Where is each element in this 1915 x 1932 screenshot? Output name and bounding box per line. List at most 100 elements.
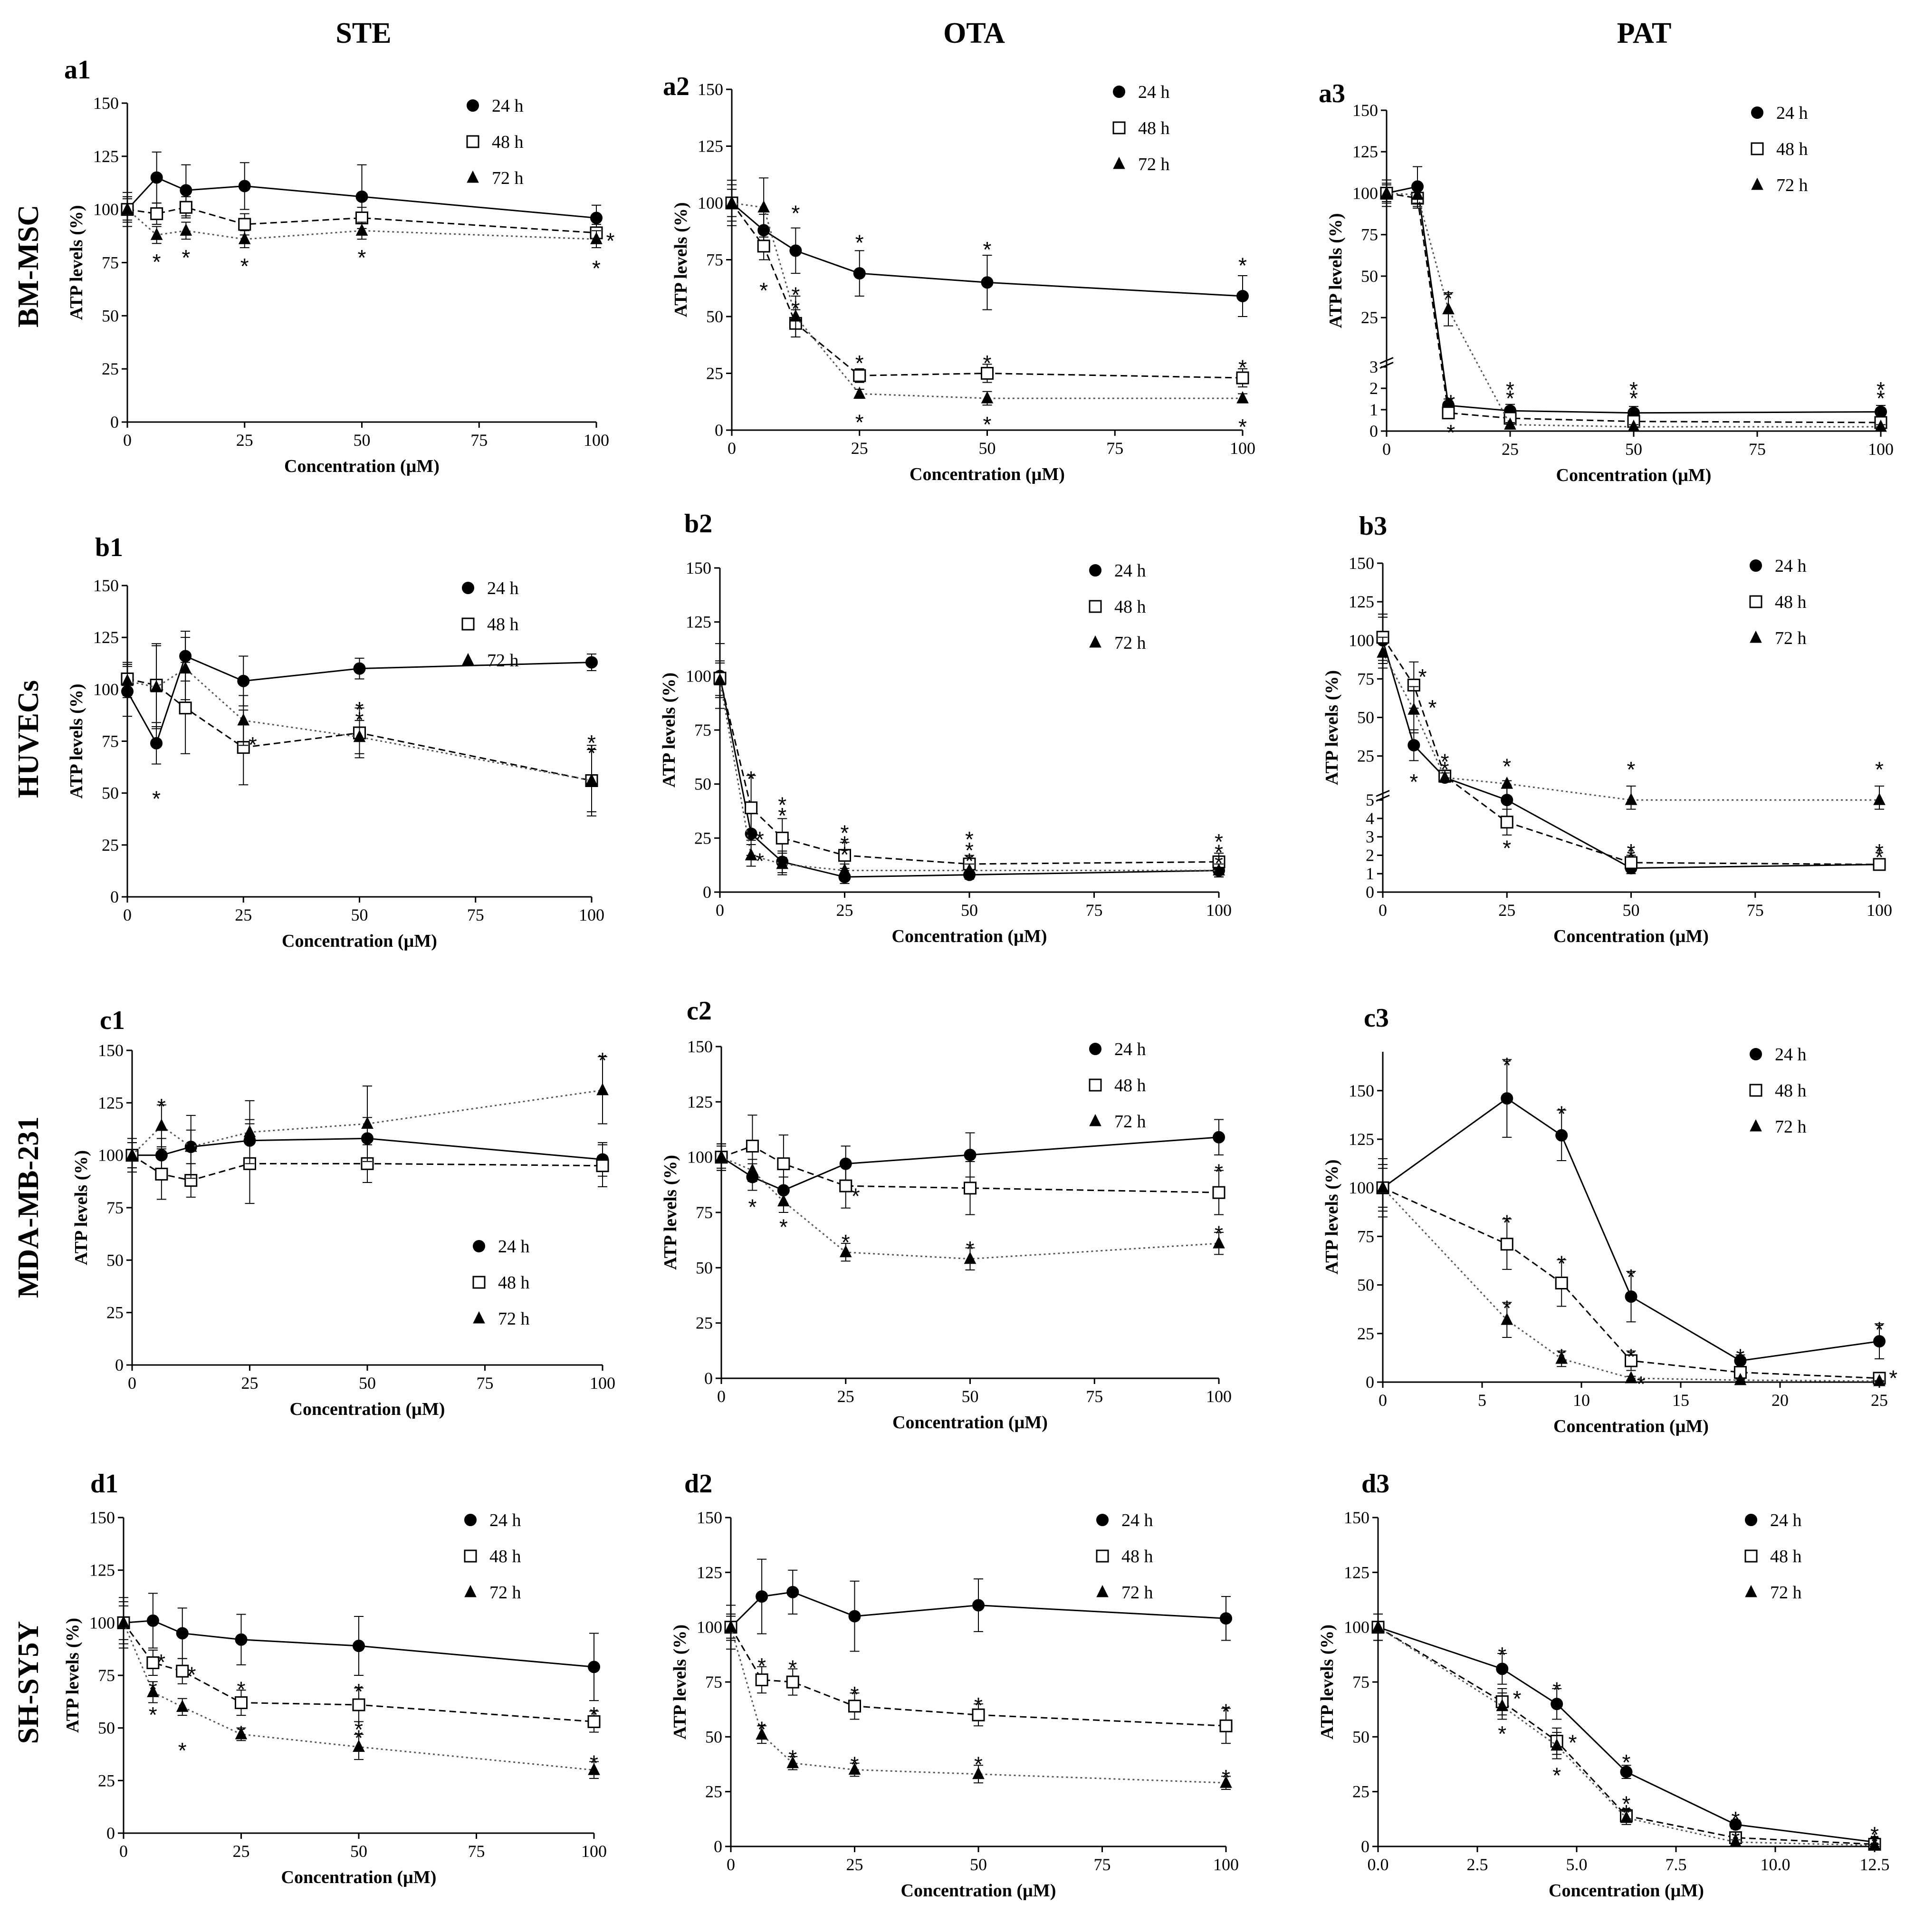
significance-star: *	[747, 767, 756, 791]
data-point	[1628, 419, 1640, 432]
legend-marker	[472, 1276, 486, 1289]
significance-star: *	[1238, 253, 1247, 278]
legend-marker	[1744, 1549, 1758, 1563]
data-point	[1220, 1776, 1232, 1788]
data-point	[1625, 1371, 1637, 1384]
legend-label: 48 h	[1114, 597, 1146, 617]
data-point	[1875, 419, 1887, 432]
series-line	[126, 655, 592, 745]
legend-label: 24 h	[1775, 1045, 1807, 1065]
data-point	[1625, 856, 1637, 869]
significance-star: *	[759, 278, 768, 303]
significance-star: *	[965, 827, 974, 852]
y-tick-label: 150	[687, 1037, 713, 1056]
y-tick-label: 75	[106, 1198, 124, 1217]
legend-marker	[473, 1240, 485, 1252]
x-tick-label: 5.0	[1566, 1855, 1588, 1874]
data-point	[715, 1150, 728, 1163]
y-tick-label: 150	[93, 576, 119, 595]
data-point	[839, 1245, 852, 1258]
y-tick-label: 0	[715, 421, 723, 440]
significance-star: *	[606, 228, 615, 253]
legend-label: 24 h	[487, 578, 519, 598]
data-point	[587, 1715, 601, 1728]
y-tick-label: 0	[1366, 883, 1374, 902]
data-point	[588, 1661, 600, 1673]
y-tick-label: 125	[1352, 142, 1378, 161]
y-tick-label: 75	[706, 250, 723, 269]
significance-star: *	[1552, 1678, 1561, 1702]
data-point	[235, 1696, 248, 1710]
y-tick-label: 75	[694, 721, 711, 740]
legend-label: 48 h	[498, 1273, 530, 1293]
legend-marker	[473, 1311, 485, 1324]
y-tick-label: 150	[1349, 1081, 1374, 1100]
series-72h	[121, 637, 598, 812]
x-tick-label: 0	[727, 1855, 735, 1874]
significance-star: *	[1736, 1345, 1744, 1369]
data-point	[147, 1685, 159, 1697]
data-point	[179, 201, 192, 214]
y-tick-label: 25	[1357, 1324, 1374, 1343]
significance-star: *	[182, 245, 190, 270]
x-tick-label: 75	[468, 1842, 485, 1861]
data-point	[777, 1157, 790, 1171]
data-point	[1729, 1818, 1742, 1831]
series-line	[719, 680, 1219, 872]
series-line	[127, 667, 592, 781]
series-line	[1382, 1187, 1880, 1379]
significance-star: *	[355, 697, 364, 722]
data-point	[745, 848, 757, 861]
series-72h	[126, 1056, 609, 1179]
significance-star: *	[354, 1726, 363, 1750]
significance-star: *	[748, 1195, 756, 1220]
significance-star: *	[1446, 390, 1455, 415]
data-point	[146, 1614, 159, 1627]
x-axis-label: Concentration (µM)	[910, 464, 1065, 484]
x-tick-label: 25	[233, 1842, 250, 1861]
data-point	[1438, 770, 1451, 783]
series-24h	[1377, 616, 1886, 875]
legend-label: 72 h	[487, 651, 519, 671]
significance-star: *	[1409, 769, 1418, 794]
significance-star: *	[1622, 1800, 1631, 1825]
series-line	[731, 202, 1243, 297]
panel-label-c1: c1	[100, 1006, 125, 1035]
data-point	[963, 863, 976, 876]
data-point	[1500, 1238, 1513, 1251]
data-point	[146, 1656, 160, 1669]
y-tick-label: 0	[703, 883, 711, 902]
panel-c1: c1 0 25 50 75 100 125 150 0 25 50 75 100 Concentratio…	[71, 1006, 615, 1419]
y-tick-label: 2	[1369, 379, 1378, 398]
x-axis-label: Concentration (µM)	[1556, 465, 1712, 485]
data-point	[155, 1167, 168, 1181]
legend-marker	[1089, 600, 1102, 613]
legend: 24 h 48 h 72 h	[461, 578, 519, 671]
y-tick-label: 125	[1344, 1563, 1369, 1582]
significance-star: *	[1215, 829, 1223, 854]
legend-label: 24 h	[492, 96, 524, 116]
significance-star: *	[152, 787, 161, 811]
significance-star: *	[1215, 840, 1223, 865]
y-axis-label: ATP levels (%)	[670, 1624, 690, 1740]
data-point	[121, 202, 134, 215]
x-tick-label: 2.5	[1467, 1855, 1488, 1874]
data-point	[981, 391, 994, 404]
series-72h	[1377, 1168, 1886, 1386]
data-point	[179, 702, 192, 715]
y-tick-label: 75	[102, 732, 119, 751]
series-48h	[724, 1613, 1233, 1744]
y-tick-label: 25	[1352, 1782, 1369, 1801]
y-tick-label: 50	[106, 1250, 124, 1269]
data-point	[150, 171, 163, 184]
data-point	[1625, 1290, 1637, 1303]
significance-star: *	[592, 256, 601, 281]
data-point	[1372, 1620, 1384, 1633]
legend-marker	[1745, 1585, 1757, 1597]
legend-label: 72 h	[492, 168, 524, 188]
series-line	[731, 202, 1243, 379]
data-point	[353, 1740, 365, 1752]
y-tick-label: 0	[1366, 1373, 1374, 1392]
significance-star: *	[841, 821, 849, 846]
